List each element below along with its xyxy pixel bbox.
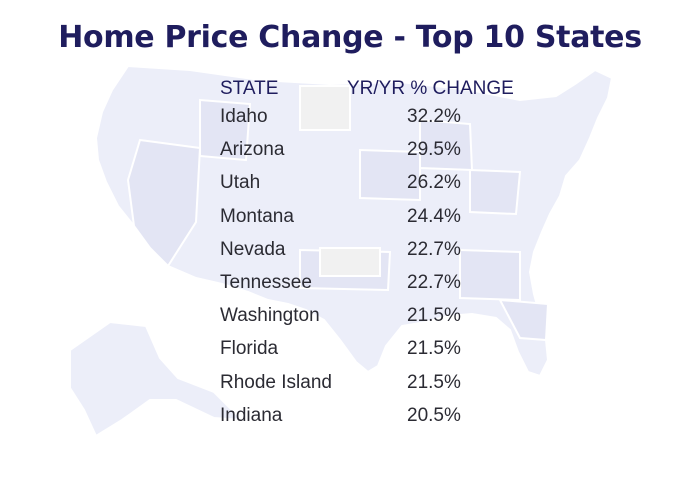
percent-change: 29.5% (407, 139, 461, 161)
percent-change: 22.7% (407, 271, 461, 293)
table-row: Indiana 20.5% (220, 405, 540, 438)
table-row: Nevada 22.7% (220, 239, 540, 272)
percent-change: 24.4% (407, 205, 461, 227)
percent-change: 26.2% (407, 172, 461, 194)
state-name: Arizona (220, 139, 285, 161)
table-row: Rhode Island 21.5% (220, 372, 540, 405)
chart-title: Home Price Change - Top 10 States (58, 20, 642, 55)
state-name: Montana (220, 205, 294, 227)
column-header-change: YR/YR % CHANGE (347, 78, 514, 99)
state-name: Utah (220, 172, 261, 194)
percent-change: 20.5% (407, 404, 461, 426)
state-name: Florida (220, 338, 279, 360)
state-name: Idaho (220, 106, 268, 127)
table-row: Florida 21.5% (220, 338, 540, 371)
state-name: Rhode Island (220, 371, 332, 393)
state-name: Indiana (220, 404, 283, 426)
table-body: Idaho 32.2% Arizona 29.5% Utah 26.2% Montana 24… (220, 106, 540, 438)
table-row: Washington 21.5% (220, 305, 540, 338)
percent-change: 22.7% (407, 238, 461, 260)
percent-change: 32.2% (407, 106, 461, 127)
table-row: Arizona 29.5% (220, 139, 540, 172)
column-header-state: STATE (220, 78, 279, 99)
table-row: Tennessee 22.7% (220, 272, 540, 305)
table-header: STATE YR/YR % CHANGE (220, 78, 540, 106)
percent-change: 21.5% (407, 338, 461, 360)
data-table: STATE YR/YR % CHANGE Idaho 32.2% Arizona 29… (220, 78, 540, 438)
table-row: Montana 24.4% (220, 206, 540, 239)
state-name: Nevada (220, 238, 286, 260)
table-row: Utah 26.2% (220, 172, 540, 205)
percent-change: 21.5% (407, 371, 461, 393)
percent-change: 21.5% (407, 305, 461, 327)
state-name: Washington (220, 305, 320, 327)
table-row: Idaho 32.2% (220, 106, 540, 139)
state-name: Tennessee (220, 271, 312, 293)
